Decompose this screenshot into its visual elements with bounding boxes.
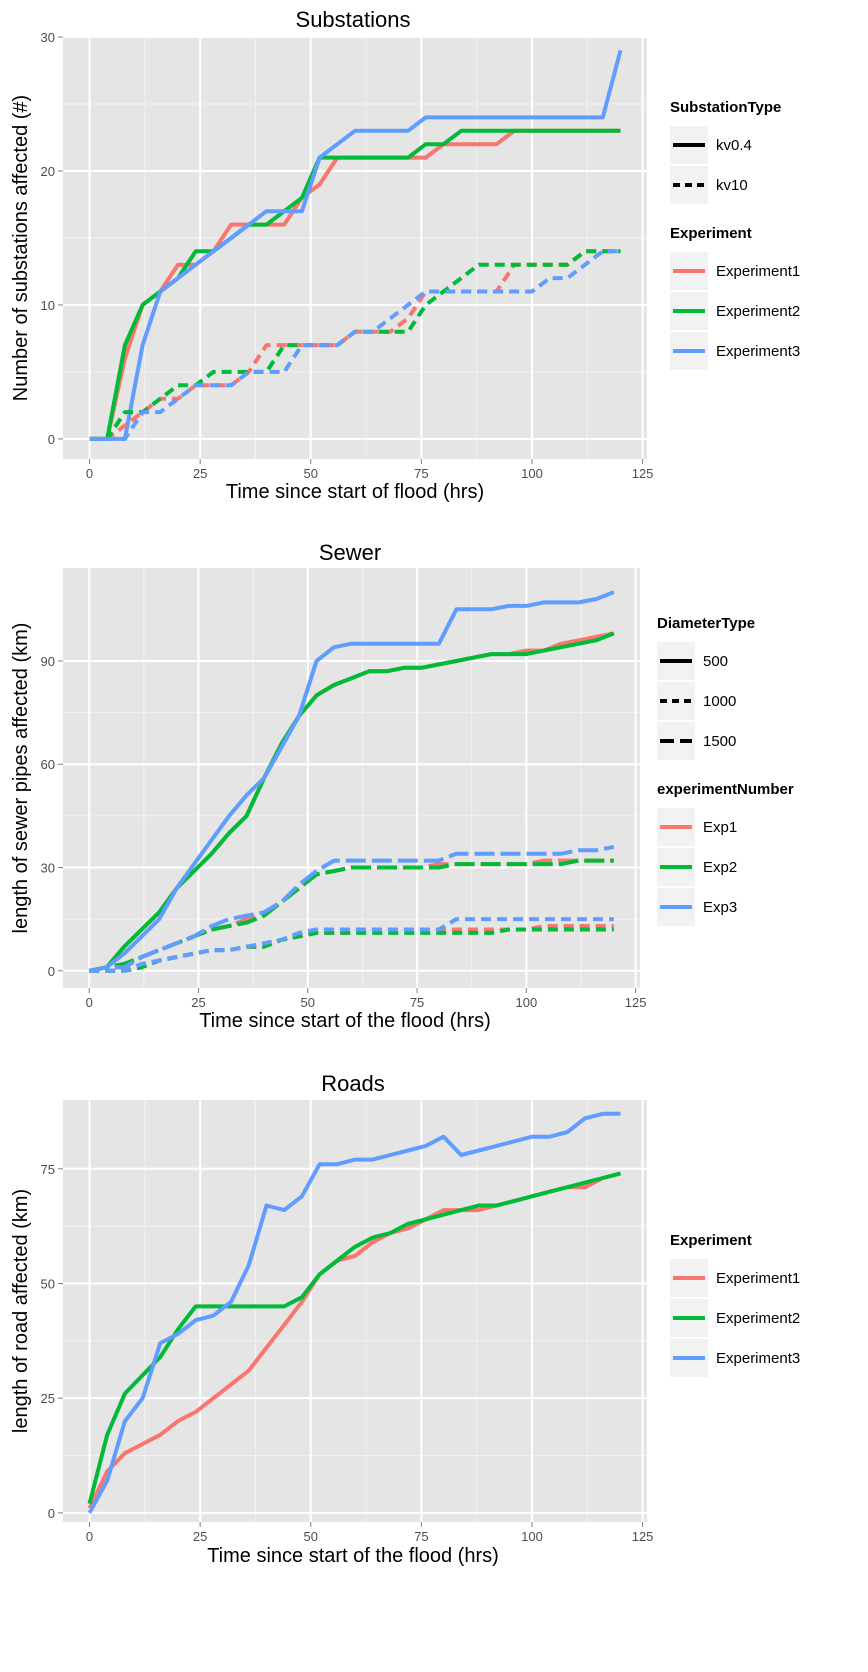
x-axis: 0 25 50 75 100 125: [86, 988, 647, 1010]
y-tick-label: 30: [41, 861, 55, 876]
legend-label: Experiment3: [716, 1350, 800, 1367]
legend-label: Experiment3: [716, 343, 800, 360]
legend: DiameterType 500 1000 1500 experimentNumber E…: [657, 615, 794, 926]
grid-lines: [63, 1100, 647, 1522]
series-line-Experiment3: [87, 1111, 621, 1514]
x-tick-label: 75: [410, 995, 424, 1010]
grid-lines: [63, 568, 640, 988]
legend-label: Experiment1: [716, 1270, 800, 1287]
y-axis-label: length of sewer pipes affected (km): [10, 623, 32, 934]
legend-label: Experiment2: [716, 1310, 800, 1327]
y-tick-label: 10: [41, 298, 55, 313]
legend-label: 1000: [703, 693, 736, 710]
x-tick-label: 75: [414, 466, 428, 481]
y-tick-label: 0: [48, 432, 55, 447]
series-line-1500-Exp3: [88, 844, 615, 973]
legend-label: Exp1: [703, 819, 737, 836]
y-tick-label: 0: [48, 964, 55, 979]
y-tick-label: 30: [41, 30, 55, 45]
y-axis-label: Number of substations affected (#): [10, 95, 32, 401]
y-tick-label: 90: [41, 654, 55, 669]
y-tick-label: 25: [41, 1391, 55, 1406]
y-tick-label: 75: [41, 1162, 55, 1177]
legend: SubstationType kv0.4 kv10 Experiment Experim…: [670, 99, 800, 370]
legend-label: Exp3: [703, 899, 737, 916]
x-tick-label: 50: [301, 995, 315, 1010]
x-axis-label: Time since start of the flood (hrs): [199, 1010, 491, 1032]
legend-title: experimentNumber: [657, 781, 794, 798]
x-tick-label: 100: [515, 995, 537, 1010]
plot-lines: [89, 49, 623, 441]
series-line-kv0.4-Experiment3: [89, 49, 623, 441]
plot-lines: [88, 590, 615, 973]
x-tick-label: 125: [625, 995, 647, 1010]
legend-title: Experiment: [670, 225, 752, 242]
panel-roads: Roads 0 25 50 75 100 125 0 25 50 75 Time since s…: [10, 1071, 800, 1567]
x-axis: 0 25 50 75 100 125: [86, 459, 653, 481]
panel-substations: Substations 0 25 50 75 100 125 0 10 20 30 Time s…: [10, 7, 800, 503]
y-tick-label: 20: [41, 164, 55, 179]
plot-lines: [87, 1111, 622, 1514]
grid-lines: [63, 36, 647, 459]
x-tick-label: 50: [304, 466, 318, 481]
x-axis-label: Time since start of flood (hrs): [226, 481, 484, 503]
legend-label: kv0.4: [716, 137, 752, 154]
legend-label: Experiment1: [716, 263, 800, 280]
legend-label: Exp2: [703, 859, 737, 876]
legend-label: kv10: [716, 177, 748, 194]
x-tick-label: 125: [632, 466, 654, 481]
legend-label: 1500: [703, 733, 736, 750]
y-axis-label: length of road affected (km): [10, 1189, 32, 1433]
series-line-kv10-Experiment3: [89, 249, 621, 441]
y-tick-label: 0: [48, 1506, 55, 1521]
x-tick-label: 0: [86, 995, 93, 1010]
panel-sewer: Sewer 0 25 50 75 100 125 0 30 60 90 Time since s…: [10, 540, 794, 1032]
legend-title: SubstationType: [670, 99, 781, 116]
x-tick-label: 0: [86, 1529, 93, 1544]
x-tick-label: 100: [521, 466, 543, 481]
y-axis: 0 25 50 75: [41, 1162, 63, 1521]
x-axis: 0 25 50 75 100 125: [86, 1522, 653, 1544]
x-tick-label: 75: [414, 1529, 428, 1544]
x-tick-label: 125: [632, 1529, 654, 1544]
chart-title: Roads: [321, 1071, 385, 1096]
chart-title: Sewer: [319, 540, 381, 565]
x-tick-label: 100: [521, 1529, 543, 1544]
series-line-1000-Exp3: [89, 917, 614, 973]
chart-title: Substations: [296, 7, 411, 32]
y-axis: 0 10 20 30: [41, 30, 63, 447]
plot-background: [63, 1100, 647, 1522]
legend: Experiment Experiment1 Experiment2 Experime…: [670, 1232, 800, 1377]
legend-label: 500: [703, 653, 728, 670]
x-tick-label: 25: [191, 995, 205, 1010]
legend-title: Experiment: [670, 1232, 752, 1249]
legend-title: DiameterType: [657, 615, 755, 632]
y-axis: 0 30 60 90: [41, 654, 63, 979]
x-tick-label: 50: [304, 1529, 318, 1544]
series-line-500-Exp3: [88, 590, 615, 973]
x-axis-label: Time since start of the flood (hrs): [207, 1545, 499, 1567]
x-tick-label: 25: [193, 1529, 207, 1544]
series-line-Experiment2: [87, 1171, 622, 1505]
legend-label: Experiment2: [716, 303, 800, 320]
y-tick-label: 50: [41, 1276, 55, 1291]
y-tick-label: 60: [41, 757, 55, 772]
x-tick-label: 25: [193, 466, 207, 481]
plot-background: [63, 37, 647, 459]
x-tick-label: 0: [86, 466, 93, 481]
